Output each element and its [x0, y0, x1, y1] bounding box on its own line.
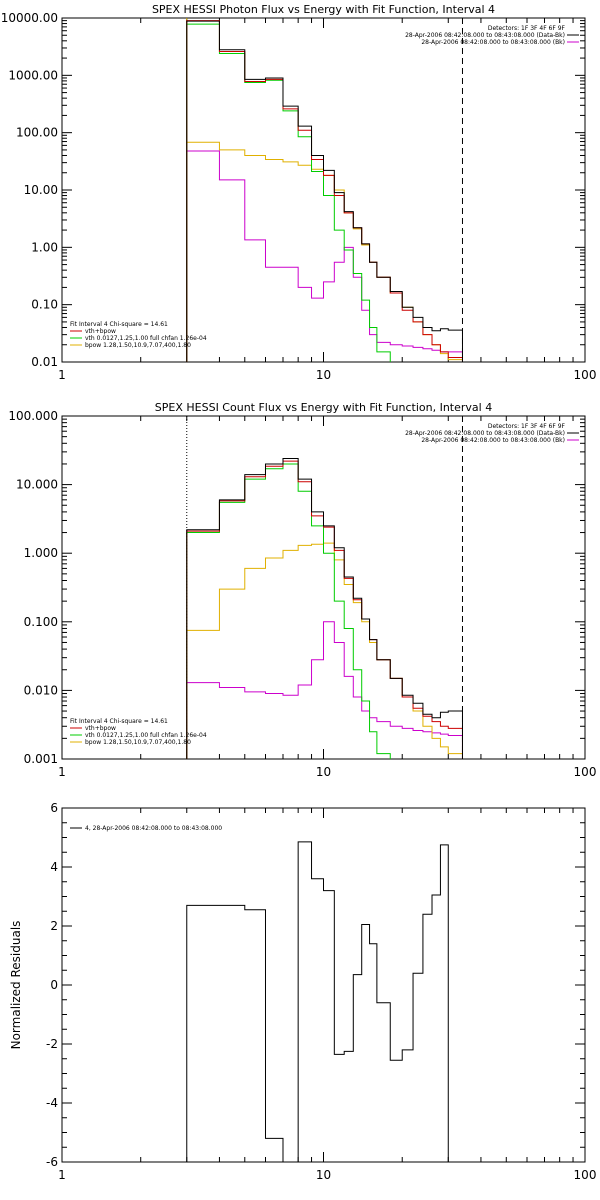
y-tick-label: 10.000 — [16, 478, 58, 492]
header-line: 28-Apr-2006 08:42:08.000 to 08:43:08.000… — [405, 32, 565, 39]
series-data — [186, 841, 449, 1162]
chart-panel-1: SPEX HESSI Photon Flux vs Energy with Fi… — [1, 3, 597, 382]
y-tick-label: 100.00 — [16, 126, 58, 140]
y-tick-label: 0 — [50, 978, 58, 992]
y-tick-label: 1000.00 — [8, 68, 58, 82]
header-line: Detectors: 1F 3F 4F 6F 9F — [488, 423, 566, 430]
y-tick-label: 0.010 — [24, 683, 58, 697]
header-line: 28-Apr-2006 08:42:08.000 to 08:43:08.000… — [421, 39, 565, 46]
header-line: 28-Apr-2006 08:42:08.000 to 08:43:08.000… — [421, 437, 565, 444]
y-tick-label: -4 — [46, 1096, 58, 1110]
x-tick-label: 100 — [574, 368, 597, 382]
y-tick-label: 0.001 — [24, 752, 58, 766]
x-tick-label: 1 — [58, 368, 66, 382]
series-bk — [186, 150, 463, 362]
header-line: Detectors: 1F 3F 4F 6F 9F — [488, 25, 566, 32]
series-bpow — [186, 141, 463, 362]
series-data — [186, 20, 463, 362]
y-tick-label: 0.10 — [31, 298, 58, 312]
y-tick-label: 1.00 — [31, 240, 58, 254]
series-bpow — [186, 542, 463, 759]
legend-entry: vth 0.0127,1.25,1.00 full chfan 1.26e-04 — [85, 335, 207, 342]
x-tick-label: 10 — [316, 368, 331, 382]
y-tick-label: 6 — [50, 801, 58, 815]
legend-header: Fit Interval 4 Chi-square = 14.61 — [70, 718, 168, 725]
legend-entry: 4, 28-Apr-2006 08:42:08.000 to 08:43:08.… — [85, 825, 222, 832]
plot-frame — [61, 807, 586, 1163]
x-tick-label: 10 — [316, 1168, 331, 1182]
x-tick-label: 1 — [58, 765, 66, 779]
chart-title: SPEX HESSI Photon Flux vs Energy with Fi… — [152, 3, 495, 16]
x-tick-label: 1 — [58, 1168, 66, 1182]
plot-frame — [61, 415, 586, 760]
x-tick-label: 100 — [574, 1168, 597, 1182]
y-tick-label: 100.000 — [8, 409, 58, 423]
y-tick-label: 0.01 — [31, 355, 58, 369]
legend-entry: vth+bpow — [85, 328, 116, 335]
legend-header: Fit Interval 4 Chi-square = 14.61 — [70, 321, 168, 328]
series-vth — [186, 463, 391, 759]
legend-entry: vth+bpow — [85, 725, 116, 732]
legend-entry: bpow 1.28,1.50,10.9,7.07,400,1.80 — [85, 342, 191, 349]
y-tick-label: 10.00 — [24, 183, 58, 197]
chart-title: SPEX HESSI Count Flux vs Energy with Fit… — [155, 401, 492, 414]
legend-entry: vth 0.0127,1.25,1.00 full chfan 1.26e-04 — [85, 732, 207, 739]
y-tick-label: -2 — [46, 1037, 58, 1051]
y-tick-label: -6 — [46, 1155, 58, 1169]
legend-entry: bpow 1.28,1.50,10.9,7.07,400,1.80 — [85, 739, 191, 746]
y-tick-label: 1.000 — [24, 546, 58, 560]
y-tick-label: 10000.00 — [1, 11, 58, 25]
x-tick-label: 10 — [316, 765, 331, 779]
series-bk — [186, 621, 463, 759]
y-axis-label: Normalized Residuals — [9, 921, 23, 1050]
y-tick-label: 4 — [50, 860, 58, 874]
chart-panel-3: 1 10 100 -6 -4 -2 0 2 4 6 Normalized Residuals 4, 2… — [9, 801, 596, 1182]
series-data — [186, 458, 463, 759]
header-line: 28-Apr-2006 08:42:08.000 to 08:43:08.000… — [405, 430, 565, 437]
y-tick-label: 2 — [50, 919, 58, 933]
x-tick-label: 100 — [574, 765, 597, 779]
series-total — [186, 460, 463, 759]
chart-panel-2: SPEX HESSI Count Flux vs Energy with Fit… — [8, 401, 597, 779]
y-tick-label: 0.100 — [24, 615, 58, 629]
